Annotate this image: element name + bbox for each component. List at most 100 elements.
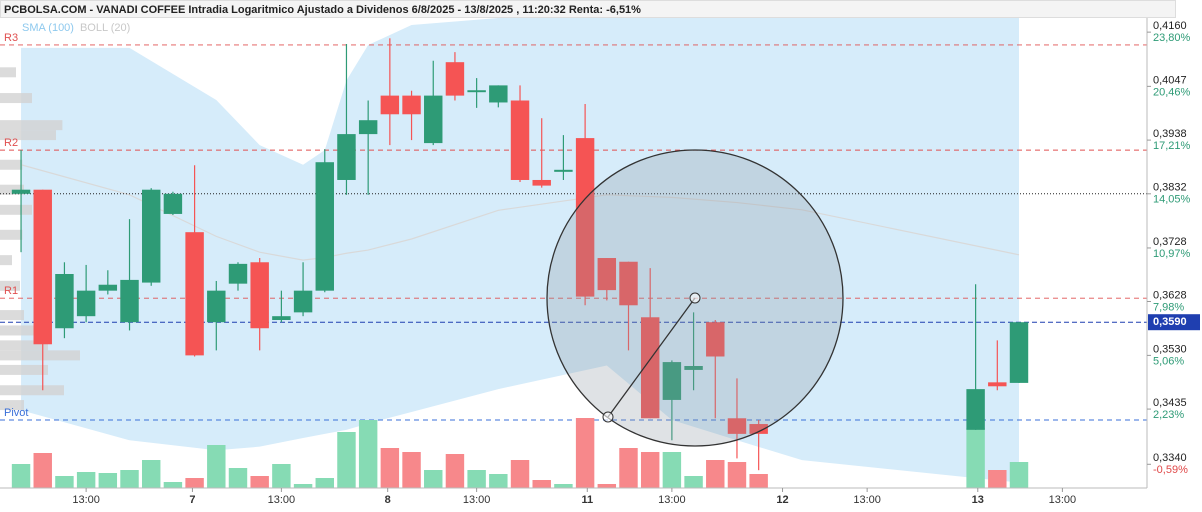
volume-bar	[402, 452, 421, 488]
volume-bar	[575, 418, 595, 488]
y-tick-label: 0,4160	[1153, 20, 1187, 32]
volume-profile-bar	[0, 325, 36, 336]
y-tick-label: 0,3340	[1153, 452, 1187, 464]
volume-bar	[185, 478, 204, 488]
x-tick-label: 7	[189, 494, 195, 506]
candle-body	[640, 317, 660, 419]
candle-body	[358, 120, 378, 135]
volume-profile-bar	[0, 229, 23, 240]
candle-body	[207, 290, 226, 323]
y-tick-percent: 23,80%	[1153, 32, 1191, 44]
x-tick-label: 13:00	[658, 494, 686, 506]
candle-body	[76, 290, 96, 317]
level-label: R3	[4, 32, 18, 44]
volume-bar	[163, 482, 183, 488]
candle-body	[272, 316, 291, 321]
candle-body	[98, 284, 118, 291]
candle-body	[228, 263, 248, 284]
x-tick-label: 13:00	[268, 494, 296, 506]
volume-bar	[33, 453, 52, 488]
volume-bar	[120, 470, 139, 488]
volume-profile-bar	[0, 255, 12, 266]
volume-bar	[684, 476, 703, 488]
volume-bar	[597, 484, 617, 488]
y-tick-percent: -0,59%	[1153, 464, 1188, 476]
volume-bar	[489, 474, 508, 488]
volume-bar	[11, 464, 31, 488]
volume-bar	[207, 445, 226, 488]
candle-body	[250, 262, 269, 329]
x-tick-label: 13:00	[1049, 494, 1077, 506]
volume-profile-bar	[0, 310, 24, 321]
candle-body	[575, 138, 595, 297]
volume-bar	[966, 428, 985, 488]
volume-bar	[76, 472, 96, 488]
volume-bar	[358, 420, 378, 488]
candle-body	[467, 90, 486, 93]
volume-bar	[532, 480, 551, 488]
volume-bar	[445, 454, 465, 488]
legend-entry: BOLL (20)	[80, 22, 130, 34]
plot-area	[0, 18, 1147, 488]
candle-body	[11, 189, 31, 194]
last-price-label: 0,3590	[1153, 316, 1187, 328]
candle-body	[727, 418, 747, 434]
level-label: R2	[4, 137, 18, 149]
x-tick-label: 12	[776, 494, 788, 506]
volume-bar	[424, 470, 443, 488]
volume-bar	[272, 464, 291, 488]
volume-profile-bar	[0, 67, 16, 78]
y-tick-label: 0,3435	[1153, 397, 1187, 409]
y-tick-label: 0,3938	[1153, 128, 1187, 140]
volume-profile-bar	[0, 159, 23, 170]
volume-profile-bar	[0, 400, 24, 411]
x-tick-label: 13	[972, 494, 984, 506]
candle-body	[988, 382, 1007, 387]
volume-profile-bar	[0, 340, 48, 351]
volume-bar	[337, 432, 356, 488]
candle-body	[380, 95, 400, 115]
volume-bar	[749, 474, 768, 488]
candle-body	[510, 100, 530, 180]
volume-profile-bar	[0, 364, 48, 375]
volume-bar	[727, 462, 747, 488]
volume-bar	[141, 460, 161, 488]
y-tick-percent: 5,06%	[1153, 355, 1184, 367]
bollinger-band	[21, 18, 1020, 483]
candle-body	[402, 95, 421, 115]
candle-body	[445, 62, 465, 96]
candle-body	[141, 189, 161, 283]
candle-body	[662, 362, 682, 400]
volume-bar	[619, 448, 638, 488]
handle	[689, 292, 701, 304]
volume-profile-bar	[0, 350, 80, 361]
candle-body	[749, 424, 768, 434]
candle-body	[55, 274, 74, 329]
volume-bar	[988, 470, 1007, 488]
title-bar	[0, 0, 1176, 18]
volume-bar	[98, 473, 118, 488]
trend-line	[607, 297, 696, 418]
volume-bar	[706, 460, 725, 488]
chart-title: PCBOLSA.COM - VANADI COFFEE Intradia Log…	[4, 4, 641, 16]
y-tick-percent: 10,97%	[1153, 248, 1191, 260]
volume-profile-bar	[0, 204, 32, 215]
volume-bar	[1009, 462, 1029, 488]
bollinger-middle	[20, 164, 1020, 261]
level-label: Pivot	[4, 407, 28, 419]
candle-body	[619, 261, 638, 306]
volume-profile-bar	[0, 130, 56, 141]
level-label: R1	[4, 285, 18, 297]
candle-body	[163, 193, 183, 214]
candle-body	[489, 85, 508, 103]
y-tick-label: 0,3832	[1153, 182, 1187, 194]
x-tick-label: 13:00	[463, 494, 491, 506]
y-tick-percent: 2,23%	[1153, 409, 1184, 421]
legend-entry: SMA (100)	[22, 22, 74, 34]
drawing	[546, 149, 844, 447]
volume-bar	[55, 476, 74, 488]
candle-body	[706, 322, 725, 357]
volume-profile-bar	[0, 280, 20, 291]
volume-bar	[228, 468, 248, 488]
